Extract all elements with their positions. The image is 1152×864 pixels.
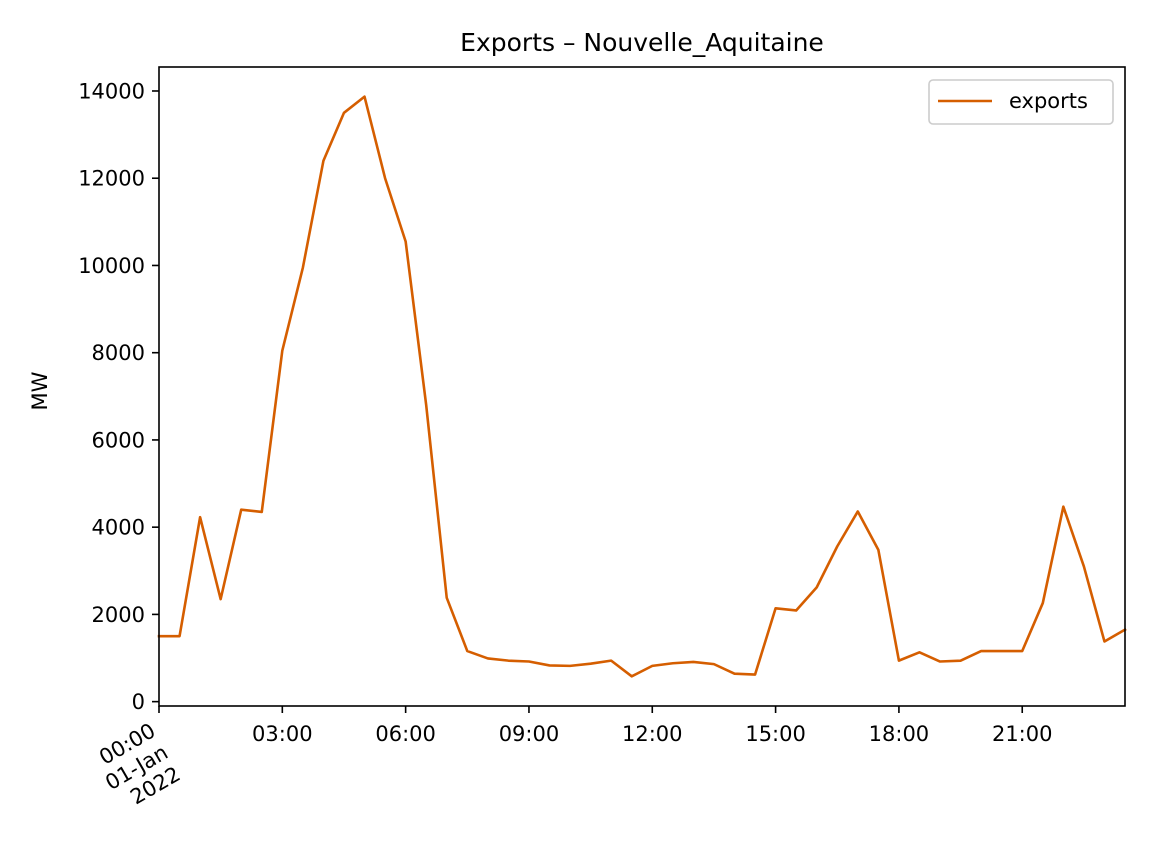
y-tick-label: 4000: [92, 516, 145, 540]
legend-box: [928, 79, 1114, 125]
legend: exports: [928, 79, 1114, 125]
series-line-exports: [157, 95, 1127, 678]
x-tick-label: 21:00: [992, 722, 1053, 746]
y-axis-label: MW: [28, 371, 52, 410]
y-tick-label: 10000: [78, 254, 145, 278]
chart-title: Exports – Nouvelle_Aquitaine: [460, 28, 824, 57]
legend-label-exports: exports: [1009, 89, 1088, 113]
plot-frame: [158, 66, 1126, 707]
x-tick-label: 15:00: [745, 722, 806, 746]
y-tick-label: 12000: [78, 167, 145, 191]
x-tick-label: 12:00: [622, 722, 683, 746]
x-tick-label: 03:00: [252, 722, 313, 746]
y-tick-label: 2000: [92, 603, 145, 627]
x-tick-label: 09:00: [499, 722, 560, 746]
x-tick-label: 00:0001-Jan2022: [89, 719, 185, 817]
y-tick-label: 8000: [92, 341, 145, 365]
y-tick-label: 6000: [92, 428, 145, 452]
axis-ticks: 0 2000 4000 6000 8000 10000 12000 14000 00:0001-…: [78, 79, 1053, 817]
x-tick-label: 18:00: [869, 722, 930, 746]
y-tick-label: 0: [132, 690, 145, 714]
x-tick-label: 06:00: [375, 722, 436, 746]
y-tick-label: 14000: [78, 79, 145, 103]
series-layer: [157, 95, 1127, 678]
